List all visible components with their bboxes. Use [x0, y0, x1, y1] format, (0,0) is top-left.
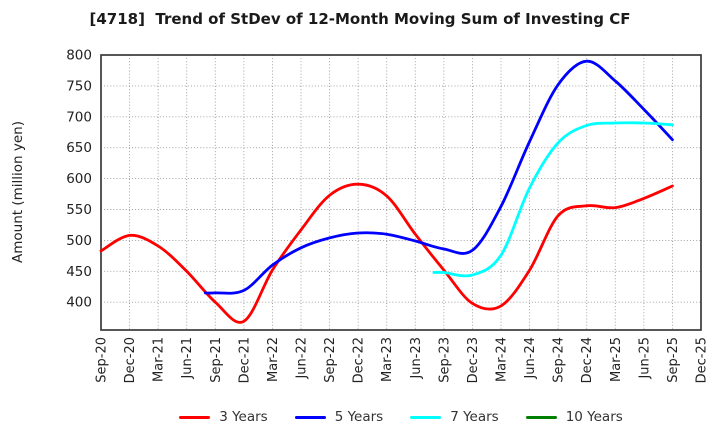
x-tick-label: Sep-22 — [323, 337, 338, 383]
legend-swatch-1 — [294, 415, 326, 419]
y-tick-label: 600 — [66, 171, 92, 187]
x-tick-label: Dec-22 — [352, 337, 367, 383]
x-tick-label: Dec-20 — [123, 337, 138, 383]
x-tick-label: Jun-24 — [523, 337, 538, 380]
y-tick-label: 550 — [66, 202, 92, 218]
legend-swatch-3 — [525, 415, 557, 419]
legend-swatch-0 — [179, 415, 211, 419]
x-tick-label: Dec-24 — [580, 337, 595, 383]
x-tick-label: Jun-25 — [637, 337, 652, 380]
x-tick-label: Mar-24 — [495, 337, 510, 382]
y-tick-label: 450 — [66, 264, 92, 280]
legend-label: 5 Years — [334, 409, 384, 425]
legend-swatch-2 — [410, 415, 442, 419]
x-tick-label: Sep-20 — [95, 337, 110, 383]
x-tick-label: Jun-21 — [180, 337, 195, 380]
legend-label: 7 Years — [450, 409, 499, 425]
x-tick-label: Dec-25 — [695, 337, 710, 383]
plot-border — [100, 54, 702, 331]
series-line-5-years — [203, 59, 674, 295]
legend-item-3-years: 3 Years — [179, 409, 268, 425]
x-tick-label: Sep-21 — [209, 337, 224, 383]
x-tick-label: Mar-23 — [380, 337, 395, 382]
legend-item-5-years: 5 Years — [294, 409, 384, 425]
y-tick-label: 800 — [66, 48, 92, 64]
x-tick-label: Sep-24 — [552, 337, 567, 383]
x-tick-label: Mar-25 — [609, 337, 624, 382]
x-tick-label: Dec-21 — [237, 337, 252, 383]
x-tick-label: Dec-23 — [466, 337, 481, 383]
legend-label: 10 Years — [565, 409, 623, 425]
chart-title: [4718] Trend of StDev of 12-Month Moving… — [89, 10, 631, 28]
series-line-7-years — [432, 121, 674, 278]
legend-item-7-years: 7 Years — [410, 409, 499, 425]
x-tick-label: Mar-21 — [152, 337, 167, 382]
y-tick-label: 750 — [66, 78, 92, 94]
legend: 3 Years 5 Years 7 Years 10 Years — [101, 405, 701, 429]
x-tick-label: Sep-23 — [437, 337, 452, 383]
series-line-3-years — [99, 182, 674, 324]
legend-item-10-years: 10 Years — [525, 409, 623, 425]
y-tick-label: 400 — [66, 295, 92, 311]
x-tick-label: Sep-25 — [666, 337, 681, 383]
x-tick-label: Mar-22 — [266, 337, 281, 382]
y-tick-label: 500 — [66, 233, 92, 249]
y-tick-label: 700 — [66, 109, 92, 125]
y-tick-label: 650 — [66, 140, 92, 156]
x-tick-label: Jun-22 — [295, 337, 310, 380]
legend-label: 3 Years — [219, 409, 268, 425]
x-tick-label: Jun-23 — [409, 337, 424, 380]
